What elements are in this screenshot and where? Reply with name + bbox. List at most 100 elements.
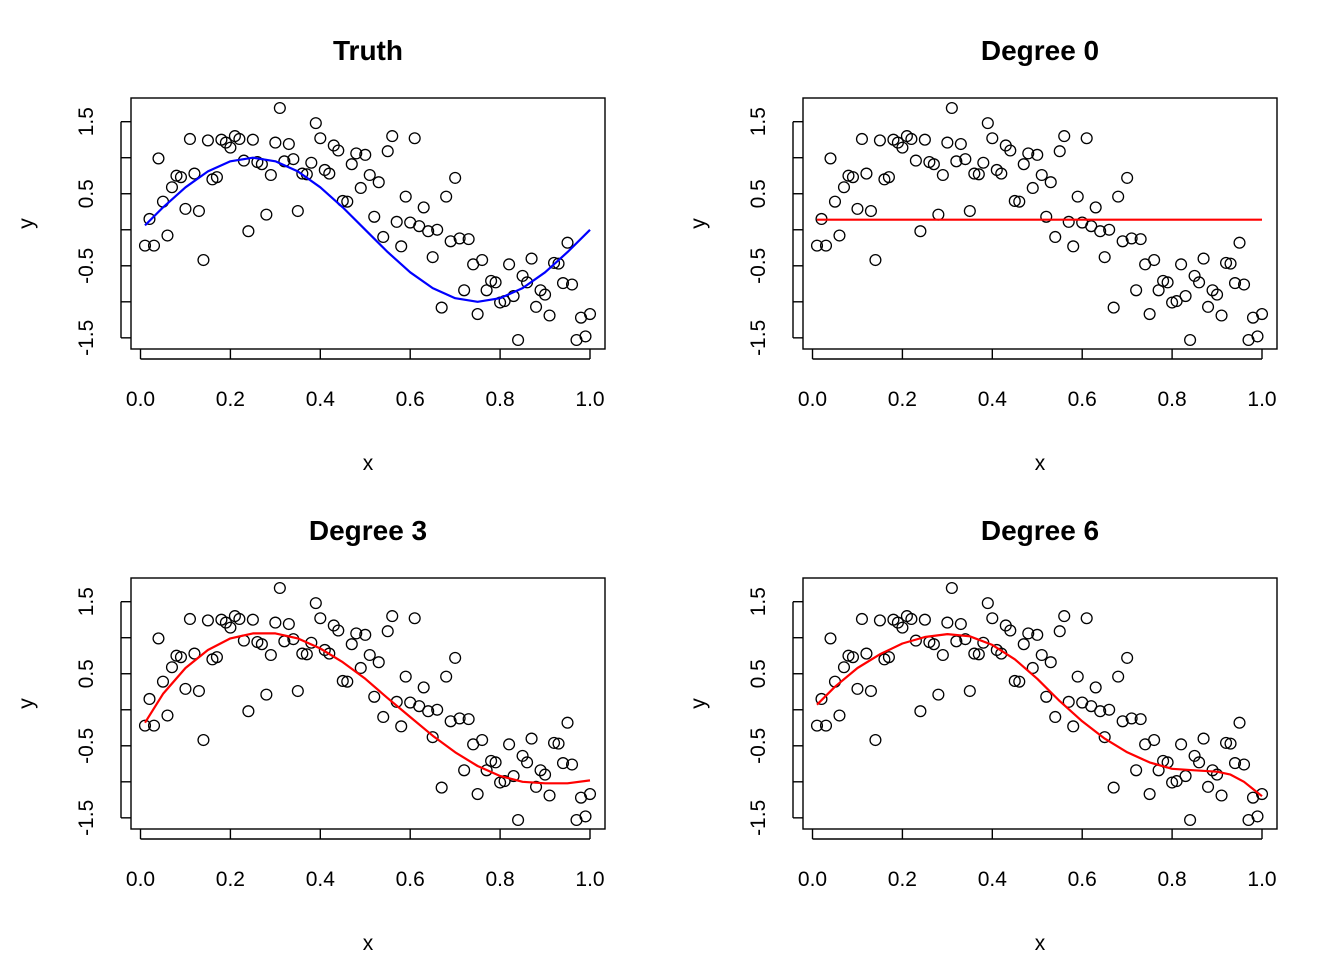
data-point xyxy=(300,648,313,661)
data-point xyxy=(354,181,367,195)
data-point xyxy=(138,239,152,252)
data-point xyxy=(945,581,958,595)
data-point xyxy=(165,661,179,674)
y-axis-label: y xyxy=(687,698,710,709)
data-point xyxy=(525,732,538,745)
data-point xyxy=(489,276,502,289)
data-point xyxy=(909,154,922,167)
data-point xyxy=(431,223,444,236)
data-point xyxy=(201,134,214,147)
data-point xyxy=(530,300,543,313)
data-point xyxy=(936,168,949,182)
data-point xyxy=(1179,769,1192,783)
data-point xyxy=(386,610,399,623)
data-point xyxy=(192,684,205,698)
data-point xyxy=(512,813,525,827)
data-point xyxy=(534,284,547,297)
data-point xyxy=(282,617,295,631)
data-point xyxy=(323,167,336,180)
x-tick-label: 0.2 xyxy=(888,388,917,411)
data-point xyxy=(905,612,918,626)
data-point xyxy=(833,229,846,242)
data-point xyxy=(444,235,457,248)
data-point xyxy=(1031,628,1044,641)
data-point xyxy=(945,101,958,115)
panel-title: Truth xyxy=(333,35,403,66)
data-point xyxy=(1161,276,1174,289)
data-point xyxy=(224,621,237,634)
data-point xyxy=(476,253,489,267)
data-point xyxy=(1130,284,1143,297)
data-point xyxy=(1049,710,1062,724)
data-point xyxy=(350,147,363,160)
data-point xyxy=(1080,132,1093,145)
data-point xyxy=(1215,789,1228,802)
data-point xyxy=(552,737,565,750)
data-point xyxy=(1089,681,1102,694)
data-point xyxy=(296,647,309,660)
y-tick-label: -1.5 xyxy=(75,800,98,836)
x-axis-label: x xyxy=(1035,932,1046,955)
data-point xyxy=(977,156,990,169)
data-point xyxy=(264,648,277,662)
data-point xyxy=(210,171,223,184)
panel-title: Degree 6 xyxy=(981,515,1099,546)
data-point xyxy=(869,253,882,267)
data-point xyxy=(381,625,394,638)
y-tick-label: 0.5 xyxy=(747,659,770,688)
fit-line xyxy=(144,156,591,303)
data-point xyxy=(1202,780,1215,793)
data-point xyxy=(156,675,170,688)
data-point xyxy=(851,682,864,695)
data-point xyxy=(345,158,358,171)
data-point xyxy=(1179,289,1192,303)
data-point xyxy=(1175,738,1188,751)
x-tick-label: 0.4 xyxy=(306,868,336,891)
data-point xyxy=(995,167,1008,180)
x-tick-label: 0.4 xyxy=(978,388,1008,411)
data-point xyxy=(950,155,963,168)
x-tick-label: 1.0 xyxy=(1247,868,1276,891)
data-point xyxy=(846,171,860,184)
panel-4: Degree 6 0.0 0.2 0.4 0.6 0.8 1.0 -1.5 -0.5 0.5 1.5… xyxy=(687,515,1278,955)
data-point xyxy=(363,168,376,182)
data-point xyxy=(399,190,412,203)
data-point xyxy=(269,136,282,149)
data-point xyxy=(183,612,196,626)
data-point xyxy=(273,581,286,595)
data-point xyxy=(1058,130,1071,143)
y-tick-label: 1.5 xyxy=(75,587,98,616)
data-point xyxy=(941,136,954,149)
data-point xyxy=(174,171,188,184)
data-point xyxy=(1040,690,1053,703)
data-point xyxy=(246,613,259,626)
data-point xyxy=(1098,731,1111,744)
fit-line xyxy=(144,632,591,785)
y-axis-label: y xyxy=(15,698,38,709)
data-point xyxy=(1017,158,1030,171)
data-point xyxy=(143,692,156,706)
data-point xyxy=(332,624,345,637)
data-point xyxy=(516,269,529,282)
data-point xyxy=(959,633,972,646)
y-tick-label: 0.5 xyxy=(75,179,98,208)
data-point xyxy=(197,253,210,267)
data-point xyxy=(291,684,304,698)
data-point xyxy=(819,719,833,732)
data-point xyxy=(1013,195,1026,208)
data-point xyxy=(233,132,246,146)
data-point xyxy=(543,789,556,802)
data-point xyxy=(453,232,466,245)
data-point xyxy=(201,614,214,627)
data-point xyxy=(954,137,967,151)
data-point xyxy=(837,661,851,674)
data-point xyxy=(381,145,394,158)
data-point xyxy=(869,733,882,747)
y-tick-label: 0.5 xyxy=(747,179,770,208)
data-point xyxy=(896,621,909,634)
data-point xyxy=(287,153,300,166)
y-axis-label: y xyxy=(15,218,38,229)
data-point xyxy=(1040,210,1053,223)
data-point xyxy=(336,674,349,687)
data-point xyxy=(918,133,931,146)
